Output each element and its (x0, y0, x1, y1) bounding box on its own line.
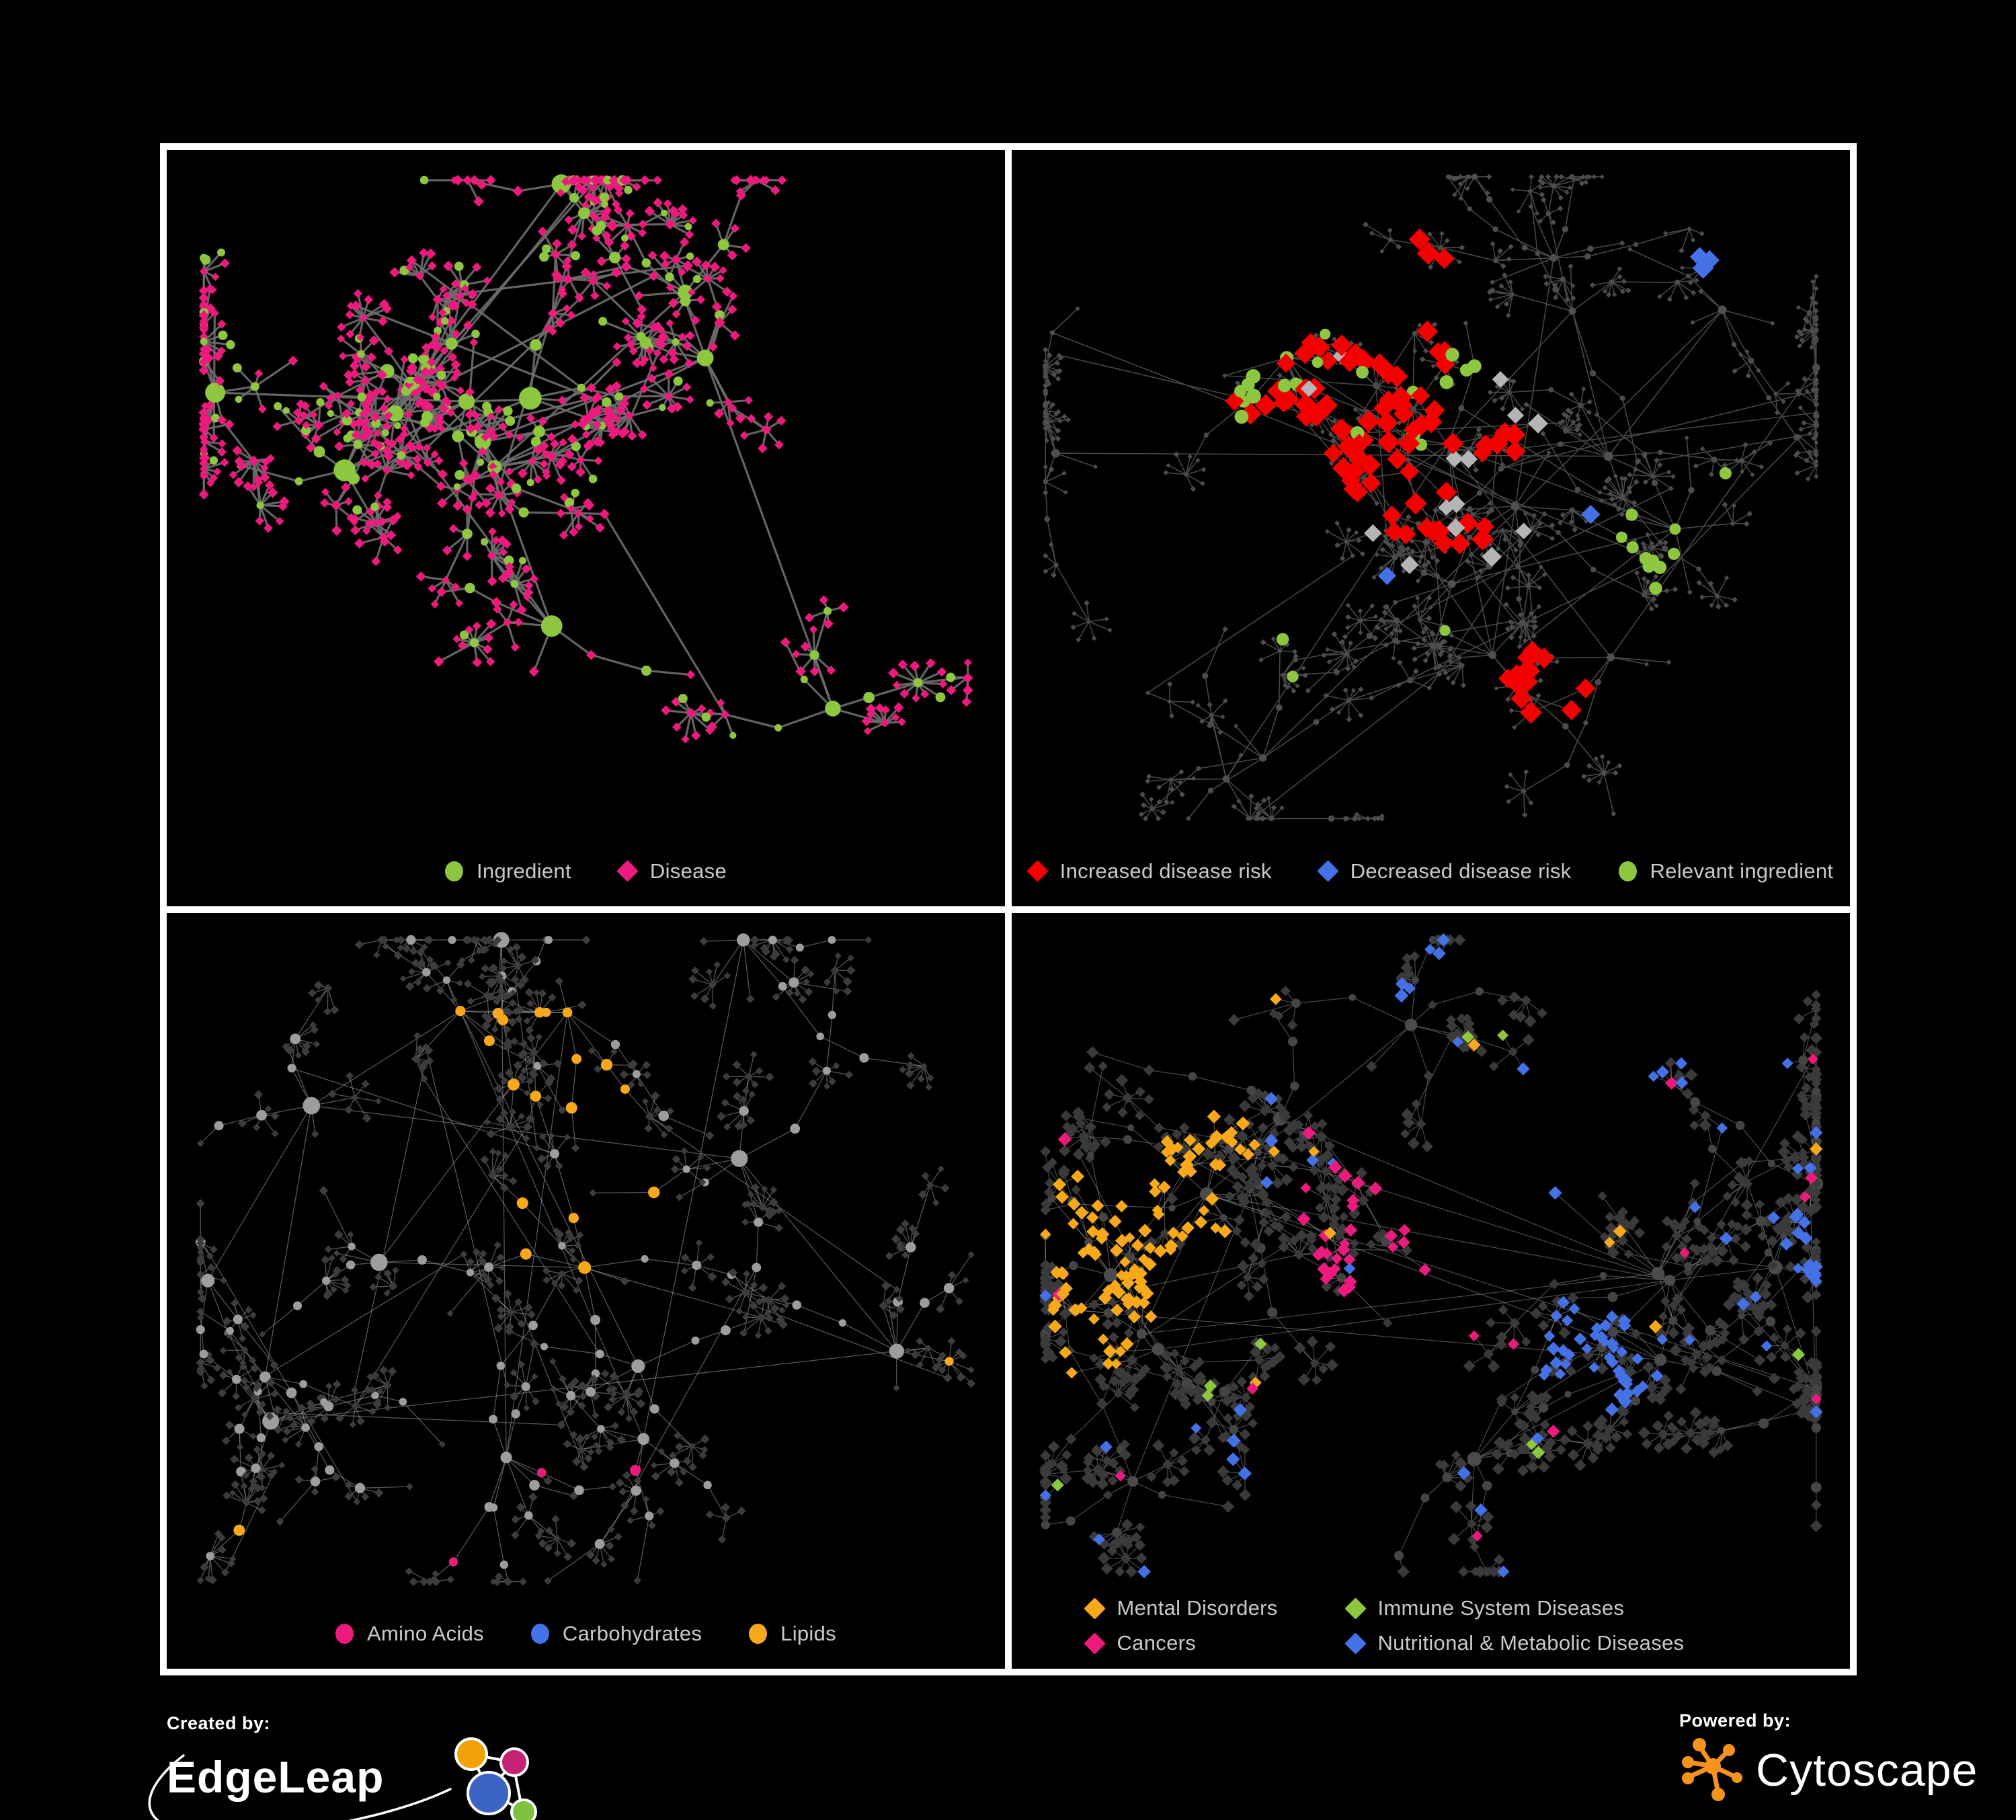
legend-label: Nutritional & Metabolic Diseases (1377, 1631, 1685, 1655)
legend-item-disease: Disease (616, 859, 727, 883)
legend-label: Carbohydrates (562, 1622, 702, 1645)
created-by-block: Created by: EdgeLeap (148, 1713, 543, 1820)
legend-ingredient-disease: Ingredient Disease (167, 859, 1005, 883)
legend-item-carbohydrates: Carbohydrates (530, 1622, 702, 1646)
panel-grid: Ingredient Disease Increased disease risk… (160, 143, 1857, 1675)
diamond-marker-icon (1026, 860, 1049, 882)
legend-item-nutritional-metabolic-diseases: Nutritional & Metabolic Diseases (1344, 1631, 1777, 1655)
powered-by-label: Powered by: (1679, 1710, 1791, 1731)
cytoscape-logo-text: Cytoscape (1756, 1745, 1978, 1796)
legend-item-cancers: Cancers (1083, 1631, 1346, 1655)
network-graph-disease-risk (1042, 173, 1820, 822)
legend-item-lipids: Lipids (749, 1622, 836, 1646)
diamond-marker-icon (1344, 1597, 1367, 1620)
legend-item-increased-disease-risk: Increased disease risk (1026, 859, 1272, 883)
legend-label: Mental Disorders (1117, 1596, 1278, 1620)
circle-marker-icon (530, 1624, 549, 1644)
network-graph-disease-categories (1039, 933, 1824, 1579)
panel-disease-risk: Increased disease risk Decreased disease … (1012, 150, 1850, 906)
diamond-marker-icon (1344, 1632, 1367, 1655)
legend-label: Increased disease risk (1059, 859, 1272, 883)
legend-label: Immune System Diseases (1377, 1596, 1625, 1620)
legend-label: Amino Acids (367, 1622, 484, 1645)
panel-ingredient-disease: Ingredient Disease (167, 150, 1005, 906)
legend-disease-risk: Increased disease risk Decreased disease … (1012, 859, 1850, 883)
circle-marker-icon (335, 1624, 354, 1644)
cytoscape-network-icon (1682, 1738, 1742, 1801)
legend-label: Relevant ingredient (1650, 859, 1834, 883)
circle-marker-icon (445, 861, 463, 881)
legend-label: Lipids (780, 1622, 836, 1645)
circle-marker-icon (1618, 861, 1637, 881)
legend-item-amino-acids: Amino Acids (335, 1622, 484, 1646)
legend-item-relevant-ingredient: Relevant ingredient (1618, 859, 1834, 883)
legend-item-decreased-disease-risk: Decreased disease risk (1316, 859, 1572, 883)
edgeleap-logo-text: EdgeLeap (167, 1752, 385, 1802)
diamond-marker-icon (616, 860, 639, 882)
legend-item-ingredient: Ingredient (445, 859, 571, 883)
cytoscape-logo: Cytoscape (1679, 1734, 1978, 1807)
powered-by-block: Powered by: (1679, 1710, 1978, 1807)
edgeleap-swoosh-icon (148, 1754, 452, 1820)
legend-macronutrients: Amino Acids Carbohydrates Lipids (167, 1622, 1005, 1646)
diamond-marker-icon (1083, 1597, 1106, 1620)
legend-label: Decreased disease risk (1350, 859, 1572, 883)
legend-disease-categories: Mental Disorders Immune System Diseases Ca… (1012, 1596, 1850, 1655)
circle-marker-icon (749, 1624, 768, 1644)
legend-label: Cancers (1117, 1631, 1197, 1655)
panel-disease-categories: Mental Disorders Immune System Diseases Ca… (1012, 912, 1850, 1669)
legend-item-immune-system-diseases: Immune System Diseases (1344, 1596, 1777, 1620)
edgeleap-network-icon (454, 1737, 537, 1820)
network-graph-macronutrients (195, 931, 976, 1586)
edgeleap-logo: EdgeLeap (148, 1737, 543, 1820)
network-graph-ingredient-disease (198, 174, 973, 744)
legend-label: Ingredient (477, 859, 571, 883)
legend-item-mental-disorders: Mental Disorders (1083, 1596, 1346, 1620)
diamond-marker-icon (1083, 1632, 1106, 1655)
diamond-marker-icon (1316, 860, 1339, 882)
created-by-label: Created by: (167, 1713, 271, 1733)
legend-label: Disease (649, 859, 727, 883)
panel-macronutrients: Amino Acids Carbohydrates Lipids (167, 912, 1005, 1669)
